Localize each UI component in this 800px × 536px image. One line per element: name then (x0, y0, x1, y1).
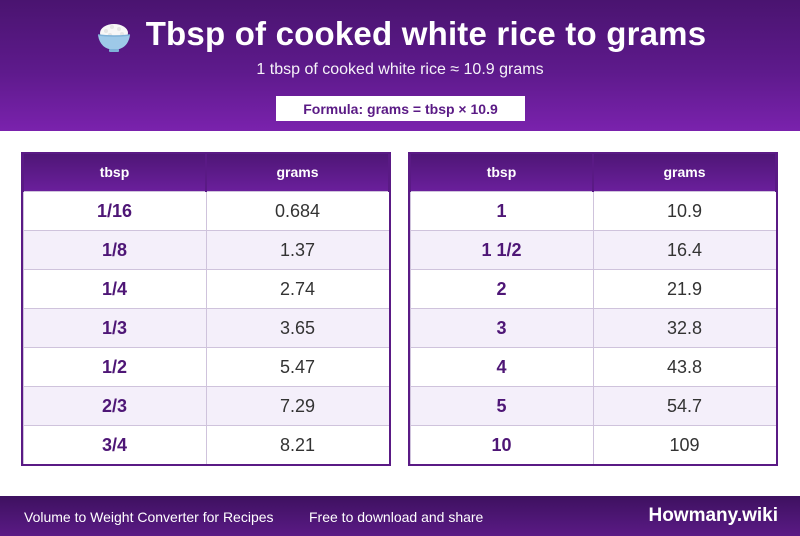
footer-bar: Volume to Weight Converter for Recipes F… (0, 496, 800, 536)
grams-cell: 0.684 (205, 191, 390, 231)
grams-cell: 1.37 (205, 230, 390, 270)
tbsp-cell: 1/4 (22, 269, 207, 309)
tbsp-cell: 10 (409, 425, 594, 465)
grams-cell: 16.4 (592, 230, 777, 270)
column-header-tbsp: tbsp (22, 153, 207, 192)
table-header-row: tbsp grams (409, 153, 777, 192)
tbsp-cell: 4 (409, 347, 594, 387)
tbsp-cell: 1 (409, 191, 594, 231)
column-header-tbsp: tbsp (409, 153, 594, 192)
tbsp-cell: 5 (409, 386, 594, 426)
table-header-row: tbsp grams (22, 153, 390, 192)
column-header-grams: grams (592, 153, 777, 192)
grams-cell: 8.21 (205, 425, 390, 465)
table-row: 1/16 0.684 (22, 191, 390, 231)
grams-cell: 2.74 (205, 269, 390, 309)
grams-cell: 32.8 (592, 308, 777, 348)
table-row: 5 54.7 (409, 386, 777, 426)
tbsp-cell: 1/8 (22, 230, 207, 270)
tbsp-cell: 2 (409, 269, 594, 309)
table-row: 1/8 1.37 (22, 230, 390, 270)
table-row: 1/2 5.47 (22, 347, 390, 387)
tbsp-cell: 1/16 (22, 191, 207, 231)
formula-badge: Formula: grams = tbsp × 10.9 (276, 96, 525, 121)
table-row: 2 21.9 (409, 269, 777, 309)
table-row: 3 32.8 (409, 308, 777, 348)
footer-share-text: Free to download and share (309, 509, 484, 525)
table-row: 1 10.9 (409, 191, 777, 231)
column-header-grams: grams (205, 153, 390, 192)
brand-name[interactable]: Howmany.wiki (648, 505, 778, 526)
grams-cell: 21.9 (592, 269, 777, 309)
table-row: 2/3 7.29 (22, 386, 390, 426)
grams-cell: 3.65 (205, 308, 390, 348)
table-row: 1/3 3.65 (22, 308, 390, 348)
page-title: Tbsp of cooked white rice to grams (145, 15, 707, 52)
grams-cell: 10.9 (592, 191, 777, 231)
title-row: Tbsp of cooked white rice to grams (0, 14, 800, 54)
conversion-table-left: tbsp grams 1/16 0.684 1/8 1.37 1/4 2.74 … (21, 152, 391, 466)
grams-cell: 109 (592, 425, 777, 465)
tbsp-cell: 1/3 (22, 308, 207, 348)
table-row: 1/4 2.74 (22, 269, 390, 309)
subtitle: 1 tbsp of cooked white rice ≈ 10.9 grams (256, 61, 544, 78)
footer-converter-text: Volume to Weight Converter for Recipes (24, 509, 274, 525)
header-banner: Tbsp of cooked white rice to grams 1 tbs… (0, 0, 800, 131)
grams-cell: 43.8 (592, 347, 777, 387)
tbsp-cell: 3/4 (22, 425, 207, 465)
grams-cell: 54.7 (592, 386, 777, 426)
table-row: 3/4 8.21 (22, 425, 390, 465)
rice-bowl-icon (97, 24, 130, 52)
grams-cell: 7.29 (205, 386, 390, 426)
grams-cell: 5.47 (205, 347, 390, 387)
table-row: 10 109 (409, 425, 777, 465)
tbsp-cell: 2/3 (22, 386, 207, 426)
tbsp-cell: 1 1/2 (409, 230, 594, 270)
table-row: 1 1/2 16.4 (409, 230, 777, 270)
conversion-table-right: tbsp grams 1 10.9 1 1/2 16.4 2 21.9 3 32… (408, 152, 778, 466)
tbsp-cell: 3 (409, 308, 594, 348)
tbsp-cell: 1/2 (22, 347, 207, 387)
table-row: 4 43.8 (409, 347, 777, 387)
